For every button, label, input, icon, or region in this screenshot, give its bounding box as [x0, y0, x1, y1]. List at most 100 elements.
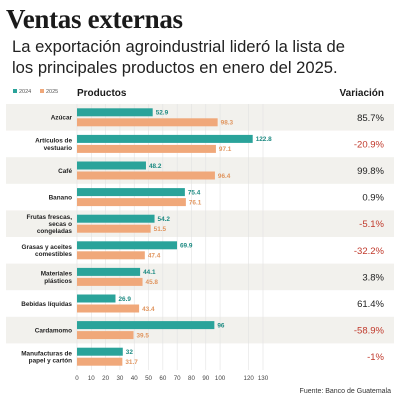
category-label-line: Banano	[49, 194, 73, 201]
category-label: Manufacturas de papel y cartón	[21, 350, 72, 364]
subtitle-line: los principales productos en enero del 2…	[12, 58, 338, 77]
category-label: Banano	[49, 194, 73, 201]
chart-title: Ventas externas	[6, 4, 183, 34]
category-label: Azúcar	[51, 115, 73, 122]
x-tick-label: 0	[75, 375, 79, 382]
category-label-line: Manufacturas de	[21, 350, 72, 357]
bar-value-label-2024: 44.1	[143, 269, 156, 276]
bar-value-label-2025: 43.4	[142, 306, 155, 313]
bar-value-label-2024: 26.9	[118, 296, 131, 303]
bar-value-label-2025: 47.4	[148, 253, 161, 260]
category-label: Frutas frescas, secas o congeladas	[27, 214, 73, 235]
variation-value: -32.2%	[354, 246, 385, 257]
bar-value-label-2024: 122.8	[256, 136, 272, 143]
category-label-line: Cardamomo	[35, 327, 72, 334]
bar-value-label-2025: 39.5	[137, 332, 150, 339]
category-label-line: Frutas frescas,	[27, 214, 73, 221]
bar-2024	[77, 241, 178, 250]
x-tick-label: 70	[174, 375, 181, 382]
bar-value-label-2025: 31.7	[125, 359, 138, 366]
x-tick-label: 90	[202, 375, 209, 382]
variation-value: 99.8%	[357, 166, 384, 177]
bar-value-label-2024: 69.9	[180, 243, 193, 250]
category-label-line: Materiales	[41, 271, 73, 278]
category-label-line: congeladas	[37, 228, 73, 235]
bar-value-label-2025: 45.8	[146, 279, 159, 286]
x-tick-label: 50	[145, 375, 152, 382]
bar-2025	[77, 251, 145, 260]
bar-value-label-2025: 98.3	[221, 120, 234, 127]
category-label-line: Artículos de	[35, 138, 72, 145]
variation-value: -58.9%	[354, 326, 385, 337]
bar-2024	[77, 161, 146, 170]
variation-value: 3.8%	[362, 272, 384, 283]
bar-2025	[77, 224, 151, 233]
variation-value: -5.1%	[359, 219, 384, 230]
category-label-line: Café	[58, 168, 72, 175]
bar-2024	[77, 294, 116, 303]
x-tick-label: 80	[188, 375, 195, 382]
category-label-line: secas o	[49, 221, 73, 228]
bar-2024	[77, 321, 215, 330]
category-label: Bebidas líquidas	[21, 301, 72, 308]
header-products: Productos	[77, 88, 127, 99]
x-tick-label: 60	[159, 375, 166, 382]
x-tick-label: 10	[88, 375, 95, 382]
bar-value-label-2024: 32	[126, 349, 134, 356]
category-label: Café	[58, 168, 72, 175]
bar-2025	[77, 357, 123, 366]
bar-2024	[77, 214, 155, 223]
category-label-line: Bebidas líquidas	[21, 301, 72, 308]
category-label-line: vestuario	[44, 145, 73, 152]
bar-2025	[77, 277, 143, 286]
category-label: Cardamomo	[35, 327, 72, 334]
row-band	[6, 210, 394, 237]
legend-swatch-2025	[40, 89, 44, 93]
bar-2025	[77, 198, 186, 207]
category-label-line: papel y cartón	[29, 358, 72, 365]
variation-value: 85.7%	[357, 113, 384, 124]
legend-swatch-2024	[13, 89, 17, 93]
bar-value-label-2025: 51.5	[154, 226, 167, 233]
variation-value: 0.9%	[362, 193, 384, 204]
x-tick-label: 120	[244, 375, 255, 382]
category-label-line: comestibles	[35, 251, 72, 258]
bar-2025	[77, 118, 218, 127]
category-label-line: Grasas y aceites	[22, 244, 73, 251]
bar-2025	[77, 171, 215, 180]
category-label: Artículos de vestuario	[35, 138, 72, 152]
category-label: Materiales plásticos	[41, 271, 73, 285]
x-tick-label: 40	[131, 375, 138, 382]
bar-value-label-2024: 48.2	[149, 163, 162, 170]
bar-2024	[77, 188, 185, 197]
bar-2024	[77, 347, 123, 356]
legend-label-2024: 2024	[19, 89, 31, 95]
bar-value-label-2024: 52.9	[156, 110, 169, 117]
variation-value: 61.4%	[357, 299, 384, 310]
x-tick-label: 100	[215, 375, 226, 382]
bar-value-label-2025: 76.1	[189, 199, 202, 206]
bar-value-label-2025: 97.1	[219, 146, 232, 153]
category-label-line: Azúcar	[51, 115, 73, 122]
x-tick-label: 30	[116, 375, 123, 382]
bar-2024	[77, 134, 253, 143]
bar-2024	[77, 108, 153, 117]
bar-2025	[77, 331, 134, 340]
source-note: Fuente: Banco de Guatemala	[300, 388, 392, 395]
variation-value: -1%	[367, 352, 384, 363]
x-tick-label: 130	[258, 375, 269, 382]
bar-value-label-2025: 96.4	[218, 173, 231, 180]
category-label: Grasas y aceites comestibles	[22, 244, 73, 258]
legend-label-2025: 2025	[46, 89, 58, 95]
subtitle-line: La exportación agroindustrial lideró la …	[12, 37, 345, 56]
bar-2025	[77, 304, 140, 313]
chart-subtitle: La exportación agroindustrial lideró la …	[12, 36, 396, 78]
x-tick-label: 20	[102, 375, 109, 382]
row-band	[6, 263, 394, 291]
bar-value-label-2024: 96	[217, 322, 225, 329]
bar-2025	[77, 144, 216, 153]
bar-2024	[77, 267, 141, 276]
variation-value: -20.9%	[354, 139, 385, 150]
bar-value-label-2024: 54.2	[158, 216, 171, 223]
